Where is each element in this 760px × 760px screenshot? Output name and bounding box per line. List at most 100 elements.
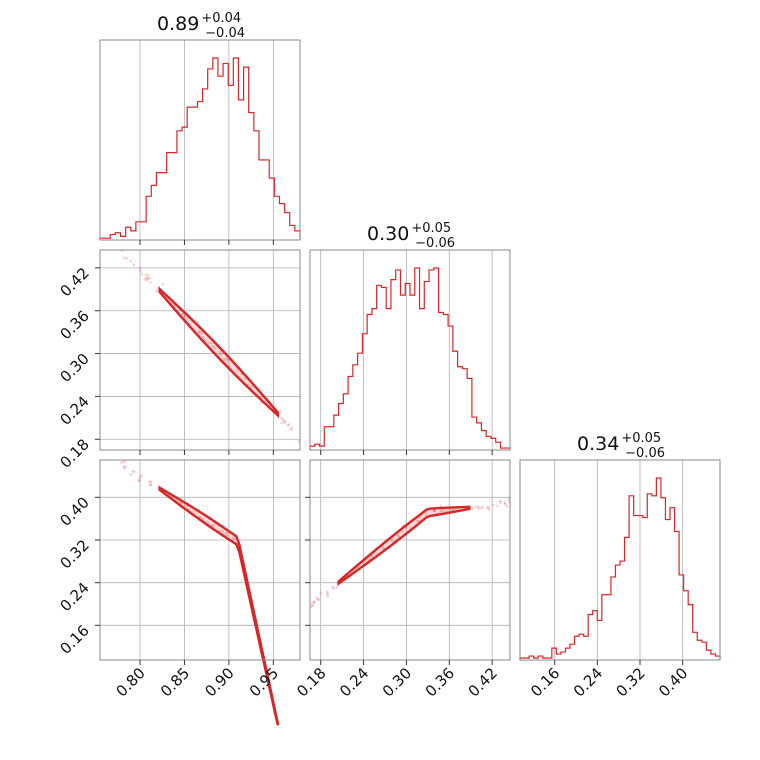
sample-point (280, 416, 283, 420)
sample-point (499, 501, 503, 504)
sample-point (283, 419, 287, 423)
sample-point (283, 421, 286, 424)
sample-point (492, 503, 495, 507)
sample-point (147, 274, 150, 277)
sample-point (131, 469, 134, 473)
histogram-step-1 (99, 57, 301, 240)
y-tick-label: 0.18 (56, 435, 92, 471)
sample-point (417, 519, 420, 523)
sample-point (214, 346, 217, 350)
sample-point (498, 499, 502, 503)
sample-point (219, 352, 223, 356)
x-tick-label: 0.42 (465, 664, 501, 700)
sample-point (316, 597, 320, 601)
sample-point (325, 590, 329, 594)
panel-3-1: 0.80 0.85 0.90 0.95 0.16 0.24 0.32 0.40 (56, 459, 301, 726)
sample-point (280, 421, 284, 424)
x-tick-label: 0.80 (112, 664, 148, 700)
sample-point (198, 515, 202, 519)
histogram-step-3 (519, 477, 721, 660)
sample-point (145, 278, 149, 282)
sample-point (313, 600, 316, 604)
sample-point (310, 605, 313, 608)
sample-point (125, 257, 129, 260)
sample-point (433, 509, 436, 513)
axes-frame (99, 459, 301, 661)
sample-point (231, 537, 235, 540)
sample-point (487, 508, 491, 511)
x-tick-label: 0.24 (570, 664, 606, 700)
sample-point (210, 341, 213, 345)
sample-point (137, 478, 141, 482)
contour-3-2 (337, 505, 471, 586)
axes-frame (99, 39, 301, 241)
sample-point (144, 273, 148, 276)
sample-point (226, 358, 229, 362)
sample-point (223, 357, 226, 361)
sample-point (123, 467, 126, 470)
sample-point (246, 383, 250, 386)
sample-point (311, 604, 314, 607)
sample-point (479, 507, 482, 510)
sample-point (225, 357, 228, 361)
x-tick-label: 0.95 (246, 664, 282, 700)
sample-point (211, 345, 215, 348)
sample-point (315, 596, 319, 599)
y-tick-label: 0.30 (56, 350, 92, 386)
sample-point (496, 505, 499, 508)
sample-point (197, 330, 201, 334)
x-tick-label: 0.36 (422, 664, 458, 700)
panel-1-1 (99, 39, 301, 245)
sample-point (140, 474, 143, 477)
axes-frame (99, 249, 301, 451)
sample-point (149, 483, 153, 487)
y-tick-label: 0.36 (56, 307, 92, 343)
sample-point (481, 505, 484, 509)
panel-3-2: 0.18 0.24 0.30 0.36 0.42 (293, 459, 511, 700)
sample-point (326, 592, 329, 596)
x-tick-label: 0.32 (612, 664, 648, 700)
sample-point (200, 331, 204, 335)
sample-point (181, 312, 184, 316)
contour-3-1 (158, 485, 279, 726)
sample-point (281, 418, 285, 422)
sample-point (331, 585, 335, 589)
sample-point (332, 587, 336, 590)
sample-point (221, 529, 224, 533)
histogram-step-2 (309, 267, 511, 450)
y-tick-label: 0.32 (56, 536, 92, 572)
sample-point (312, 600, 316, 604)
sample-point (250, 385, 253, 388)
sample-point (505, 504, 509, 508)
sample-point (503, 501, 506, 504)
title-param-3: 0.34 +0.05 −0.06 (577, 431, 665, 461)
sample-point (418, 516, 421, 520)
sample-point (146, 276, 149, 280)
sample-point (139, 269, 142, 273)
sample-point (310, 602, 314, 605)
y-tick-label: 0.24 (56, 393, 92, 429)
sample-point (123, 256, 126, 260)
sample-point (476, 505, 480, 508)
panel-3-3: 0.16 0.24 0.32 0.40 (519, 459, 721, 700)
y-tick-label: 0.24 (56, 579, 92, 615)
sample-point (122, 461, 125, 464)
sample-point (424, 512, 428, 516)
sample-point (143, 278, 146, 281)
x-tick-label: 0.16 (527, 664, 563, 700)
x-tick-label: 0.18 (293, 664, 329, 700)
sample-point (433, 509, 437, 512)
sample-point (129, 473, 133, 476)
sample-point (133, 470, 136, 474)
sample-point (401, 529, 404, 533)
sample-point (444, 508, 448, 512)
sample-point (317, 598, 321, 601)
sample-point (119, 461, 123, 464)
sample-point (486, 506, 490, 510)
sample-point (212, 523, 216, 526)
y-tick-label: 0.40 (56, 493, 92, 529)
sample-point (148, 480, 152, 484)
sample-point (243, 377, 247, 380)
x-tick-label: 0.24 (336, 664, 372, 700)
